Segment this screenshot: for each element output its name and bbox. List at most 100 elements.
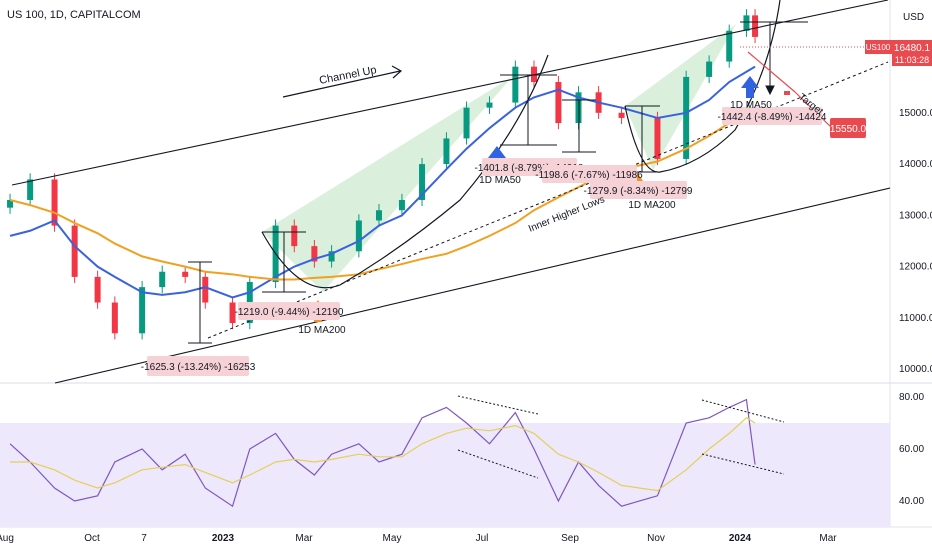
drop-bracket-4 [562,99,596,153]
rsi-axis[interactable]: 80.00 60.00 40.00 [899,392,924,507]
arc-curve-1 [261,54,549,289]
ma200-label-1: 1D MA200 [298,325,346,336]
price-badge-ticker: US100 [866,43,891,52]
price-badge-price: 16480.1 [894,43,931,54]
candle-body [355,220,362,252]
main-pane-background [0,0,890,382]
green-fill-2 [625,24,736,170]
candle-body [311,246,318,262]
price-badge-bg [892,40,932,66]
channel-upper-line [11,0,889,186]
drop-label-2-bg [238,302,340,320]
candle-body [71,225,78,277]
price-tick-label: 15000.0 [899,108,932,119]
ma200-label-2: 1D MA200 [628,200,676,211]
drop-label-5-bg [590,181,687,199]
drop-label-6: -1442.4 (-8.49%) -14424 [718,112,827,123]
candle-body [443,138,450,165]
time-tick-label: Sep [561,533,579,544]
time-axis[interactable]: Aug Oct 7 2023 Mar May Jul Sep Nov 2024 Mar [0,533,837,544]
rsi-tick-label: 60.00 [899,444,924,455]
candle-body [683,76,690,159]
candle-body [618,112,625,118]
rsi-channel-1-top [457,395,539,415]
candle-body [111,302,118,334]
drop-label-1: -1625.3 (-13.24%) -16253 [141,362,256,373]
candle-body [7,199,14,208]
candle-body [463,107,470,139]
price-tick-label: 10000.0 [899,364,932,375]
time-tick-label: 2023 [212,533,235,544]
price-badge-countdown: 11:03:28 [895,55,929,65]
drop-label-4-bg [542,165,637,183]
channel-up-arrow [282,70,401,98]
time-tick-label: 7 [141,533,147,544]
candle-body [291,225,298,247]
candle-body [182,271,189,277]
drop-label-5: -1279.9 (-8.34%) -12799 [584,186,693,197]
candle-body [27,179,34,200]
green-fill-1 [262,76,513,292]
candle-body [555,82,562,124]
candle-body [512,66,519,103]
candle-body [654,117,661,159]
time-tick-label: Mar [819,533,837,544]
candle-body [328,251,335,262]
rsi-line [9,398,756,508]
channel-lower-line [54,187,891,384]
target-badge-value: 15550.0 [830,124,867,135]
candle-body [375,210,382,221]
candle-body [159,271,166,288]
drop-label-1-bg [147,356,249,376]
candle-body [398,199,405,211]
currency-label: USD [903,12,924,23]
time-tick-label: Nov [647,533,665,544]
candle-body [94,276,101,303]
candle-body [752,15,759,37]
rsi-tick-label: 40.00 [899,496,924,507]
candle-body [51,179,58,226]
drop-label-6-bg [722,107,822,125]
candle-body [726,30,733,62]
symbol-title[interactable]: US 100, 1D, CAPITALCOM [7,9,141,21]
rsi-lines [9,398,756,508]
ma50-label-2: 1D MA50 [730,100,772,111]
price-tick-label: 11000.0 [899,313,932,324]
drop-bracket-1 [188,261,212,344]
time-tick-label: Jul [476,533,489,544]
price-axis[interactable]: 16000.015000.014000.013000.012000.011000… [899,57,932,376]
ma50-line [9,65,756,299]
candle-body [229,302,236,324]
candle-body [139,287,146,334]
rsi-ma-line [10,417,756,492]
drop-bracket-6 [740,21,808,96]
ma50-label-1: 1D MA50 [479,175,521,186]
time-tick-label: Aug [0,533,14,544]
inner-higher-lows-line [207,61,889,339]
target-marker [784,91,790,95]
rsi-band [0,423,890,527]
price-badge-ticker-bg [865,40,892,54]
time-tick-label: 2024 [729,533,752,544]
time-tick-label: May [383,533,402,544]
blue-up-arrow-1 [488,146,506,168]
candle-body [419,164,426,200]
drop-label-3: -1401.8 (-8.79%) -14018 [475,163,584,174]
rsi-tick-label: 80.00 [899,392,924,403]
candle-body [486,102,493,108]
price-tick-label: 12000.0 [899,262,932,273]
candle-body [202,276,209,303]
time-tick-label: Mar [295,533,313,544]
price-tick-label: 14000.0 [899,159,932,170]
blue-up-arrow-2 [741,76,759,98]
channel-up-arrowhead [391,65,403,79]
drop-bracket-3 [500,74,557,146]
price-tick-label: 13000.0 [899,210,932,221]
candle-body [706,61,713,77]
projection-line [747,51,796,93]
drop-label-2: -1219.0 (-9.44%) -12190 [235,307,344,318]
drop-label-4: -1198.6 (-7.67%) -11986 [535,170,643,181]
candle-body [743,15,750,31]
time-tick-label: Oct [84,533,100,544]
